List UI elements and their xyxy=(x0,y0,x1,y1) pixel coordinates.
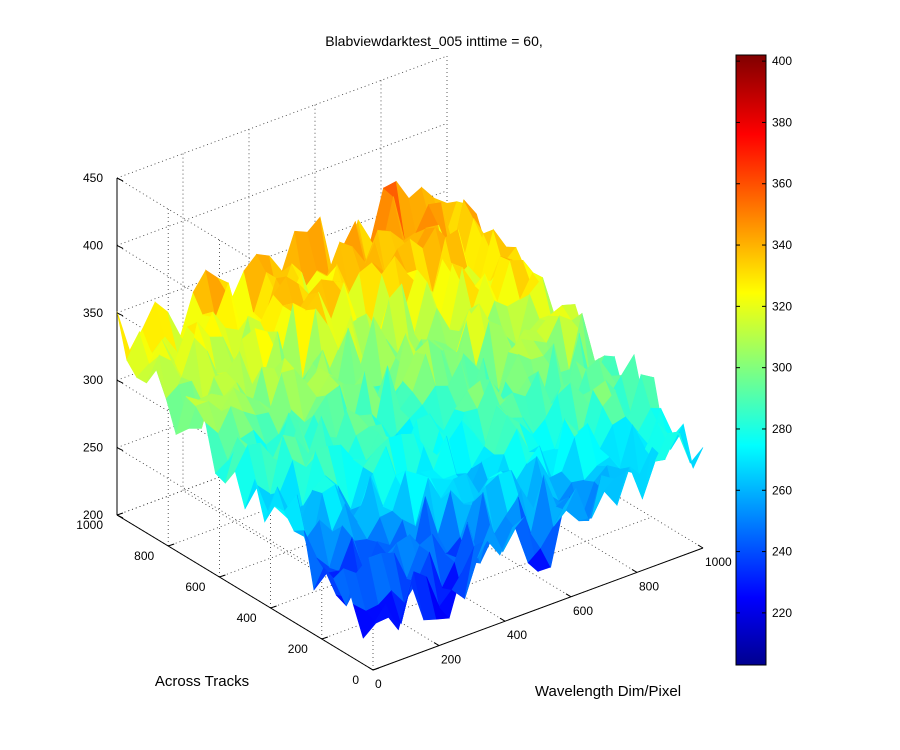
x-tick-mark xyxy=(367,666,374,671)
y-tick-mark xyxy=(168,543,175,547)
colorbar-tick-label: 300 xyxy=(772,361,792,375)
x-tick-label: 800 xyxy=(639,579,659,593)
x-tick-mark xyxy=(499,617,506,622)
x-axis-line xyxy=(372,547,704,671)
y-tick-label: 1000 xyxy=(76,518,103,532)
colorbar-tick-label: 400 xyxy=(772,54,792,68)
y-tick-mark xyxy=(116,512,124,516)
z-tick-mark xyxy=(116,244,124,249)
z-tick-label: 350 xyxy=(83,306,103,320)
x-tick-mark xyxy=(631,568,638,573)
colorbar-tick-label: 220 xyxy=(772,606,792,620)
z-tick-mark xyxy=(116,379,124,384)
x-tick-label: 0 xyxy=(375,677,382,691)
z-tick-label: 200 xyxy=(83,508,103,522)
y-tick-label: 400 xyxy=(237,611,257,625)
z-tick-label: 300 xyxy=(83,373,103,387)
y-tick-mark xyxy=(270,605,277,609)
colorbar-ticks: 220 240 260 280 300 320 340 360 380 400 xyxy=(736,54,792,620)
y-tick-label: 600 xyxy=(185,580,205,594)
colorbar-tick-label: 280 xyxy=(772,422,792,436)
colorbar-tick-label: 260 xyxy=(772,483,792,497)
z-tick-label: 250 xyxy=(83,441,103,455)
z-tick-label: 400 xyxy=(83,238,103,252)
x-tick-mark xyxy=(433,642,440,647)
x-tick-label: 400 xyxy=(507,628,527,642)
z-tick-mark xyxy=(116,177,124,182)
z-tick-label: 450 xyxy=(83,171,103,185)
colorbar-tick-label: 340 xyxy=(772,238,792,252)
y-tick-mark xyxy=(372,667,380,671)
z-tick-mark xyxy=(116,514,124,519)
x-tick-mark xyxy=(697,544,704,549)
surface-plot xyxy=(116,180,704,639)
y-tick-label: 200 xyxy=(288,642,308,656)
y-tick-mark xyxy=(321,636,328,640)
z-axis-ticks: 200 250 300 350 400 450 xyxy=(83,171,124,522)
colorbar-tick-label: 380 xyxy=(772,115,792,129)
x-tick-label: 600 xyxy=(573,604,593,618)
colorbar-tick-label: 360 xyxy=(772,177,792,191)
y-tick-mark xyxy=(219,574,226,578)
grid-line xyxy=(116,55,448,179)
across-tracks-axis-ticks: 0 200 400 600 800 1000 xyxy=(76,512,380,687)
y-axis-line xyxy=(116,514,374,671)
axes-3d: 200 250 300 350 400 450 0 200 400 600 800 1000 0 20… xyxy=(76,55,732,691)
y-tick-label: 0 xyxy=(352,673,359,687)
colorbar-gradient xyxy=(735,54,767,666)
x-tick-label: 200 xyxy=(441,653,461,667)
x-tick-mark xyxy=(565,593,572,598)
y-tick-label: 800 xyxy=(134,549,154,563)
colorbar-tick-label: 320 xyxy=(772,299,792,313)
chart-title: Blabviewdarktest_005 inttime = 60, xyxy=(325,33,543,49)
wavelength-axis-ticks: 0 200 400 600 800 1000 xyxy=(367,544,732,691)
z-tick-mark xyxy=(116,447,124,452)
y-axis-label: Across Tracks xyxy=(155,673,249,690)
x-axis-label: Wavelength Dim/Pixel xyxy=(535,683,681,700)
colorbar-tick-label: 240 xyxy=(772,545,792,559)
surface-patch xyxy=(680,433,704,469)
axis-frame xyxy=(116,178,704,671)
z-tick-mark xyxy=(116,312,124,317)
x-tick-label: 1000 xyxy=(705,555,732,569)
colorbar: 220 240 260 280 300 320 340 360 380 400 xyxy=(735,54,792,666)
